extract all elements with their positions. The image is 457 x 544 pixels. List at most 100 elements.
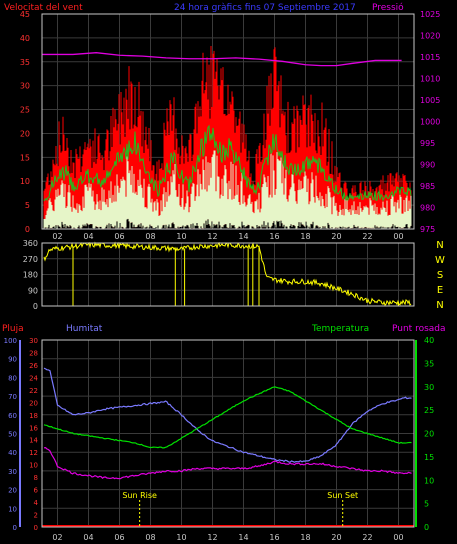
x-tick-label: 06 [114, 232, 124, 241]
dewpoint-line [43, 447, 412, 480]
rain-tick-label: 8 [34, 474, 38, 482]
direction-tick-label: 270 [23, 255, 38, 264]
pressure-line [42, 52, 402, 67]
rain-tick-label: 22 [29, 387, 38, 395]
humidity-tick-label: 20 [8, 487, 17, 495]
compass-label: S [437, 270, 443, 281]
rain-tick-label: 16 [29, 424, 38, 432]
temperature-tick-label: 5 [424, 500, 429, 509]
rain-tick-label: 6 [34, 487, 39, 495]
direction-tick-label: 0 [33, 302, 38, 311]
x-tick-label: 12 [207, 533, 217, 542]
x-tick-label: 22 [362, 533, 372, 542]
humidity-tick-label: 60 [8, 412, 17, 420]
x-tick-label: 10 [176, 232, 186, 241]
rain-tick-label: 0 [34, 524, 38, 532]
x-tick-label: 04 [83, 533, 93, 542]
rain-tick-label: 24 [29, 374, 38, 382]
rain-tick-label: 4 [34, 499, 39, 507]
wind-direction-line [43, 241, 412, 307]
wind-tick-label: 10 [20, 177, 30, 186]
rain-tick-label: 18 [29, 412, 38, 420]
rain-tick-label: 2 [34, 512, 38, 520]
wind-tick-label: 40 [20, 34, 30, 43]
humidity-axis-label: Humitat [66, 324, 103, 334]
temperature-tick-label: 30 [424, 383, 434, 392]
pressure-axis-label: Pressió [372, 2, 404, 13]
wind-tick-label: 30 [20, 82, 30, 91]
dewpoint-axis-label: Punt rosada [392, 324, 446, 334]
wind-tick-label: 25 [20, 106, 30, 115]
temperature-tick-label: 20 [424, 430, 434, 439]
compass-label: N [436, 240, 443, 251]
direction-tick-label: 180 [23, 271, 38, 280]
wind-tick-label: 20 [20, 129, 30, 138]
rain-axis-label: Pluja [2, 324, 24, 334]
temperature-line [43, 386, 412, 449]
temperature-tick-label: 15 [424, 453, 434, 462]
wind-tick-label: 15 [20, 153, 30, 162]
humidity-tick-label: 50 [8, 431, 17, 439]
humidity-tick-label: 0 [13, 524, 17, 532]
humidity-tick-label: 10 [8, 505, 17, 513]
pressure-tick-label: 985 [420, 182, 435, 191]
pressure-tick-label: 1000 [420, 118, 440, 127]
x-tick-label: 10 [176, 533, 186, 542]
rain-tick-label: 10 [29, 462, 38, 470]
humidity-tick-label: 90 [8, 356, 17, 364]
direction-tick-label: 90 [28, 286, 38, 295]
x-tick-label: 08 [145, 533, 155, 542]
rain-tick-label: 14 [29, 437, 38, 445]
x-tick-label: 02 [52, 533, 62, 542]
compass-label: E [437, 285, 443, 296]
x-tick-label: 08 [145, 232, 155, 241]
humidity-tick-label: 40 [8, 449, 17, 457]
x-tick-label: 18 [300, 533, 310, 542]
x-tick-label: 14 [238, 533, 248, 542]
pressure-tick-label: 1020 [420, 32, 440, 41]
rain-tick-label: 20 [29, 399, 38, 407]
pressure-tick-label: 975 [420, 225, 435, 234]
x-tick-label: 12 [207, 232, 217, 241]
wind-average-line [43, 124, 412, 202]
humidity-tick-label: 70 [8, 393, 17, 401]
x-tick-label: 20 [331, 232, 341, 241]
x-tick-label: 02 [52, 232, 62, 241]
x-tick-label: 20 [331, 533, 341, 542]
x-tick-label: 06 [114, 533, 124, 542]
rain-tick-label: 12 [29, 449, 38, 457]
temperature-tick-label: 35 [424, 359, 434, 368]
temp-panel-frame [41, 339, 415, 528]
humidity-tick-label: 100 [4, 337, 17, 345]
x-tick-label: 00 [393, 232, 403, 241]
rain-tick-label: 30 [29, 337, 38, 345]
x-tick-label: 22 [362, 232, 372, 241]
wind-axis-label: Velocitat del vent [4, 3, 83, 13]
chart-title: 24 hora gràfics fins 07 Septiembre 2017 [174, 3, 356, 13]
wind-tick-label: 35 [20, 58, 30, 67]
sunrise-label: Sun Rise [122, 491, 157, 500]
humidity-tick-label: 80 [8, 374, 17, 382]
pressure-tick-label: 1025 [420, 10, 440, 19]
x-tick-label: 04 [83, 232, 93, 241]
pressure-tick-label: 995 [420, 139, 435, 148]
pressure-tick-label: 990 [420, 161, 435, 170]
x-tick-label: 16 [269, 533, 279, 542]
direction-panel-frame [41, 242, 415, 307]
temperature-axis-label: Temperatura [311, 324, 369, 334]
pressure-tick-label: 1015 [420, 53, 440, 62]
pressure-tick-label: 1005 [420, 96, 440, 105]
pressure-tick-label: 980 [420, 204, 435, 213]
wind-tick-label: 45 [20, 10, 30, 19]
temperature-tick-label: 40 [424, 336, 434, 345]
compass-label: W [435, 255, 445, 266]
humidity-tick-label: 30 [8, 468, 17, 476]
temperature-tick-label: 25 [424, 406, 434, 415]
temperature-tick-label: 0 [424, 523, 429, 532]
sunset-label: Sun Set [327, 491, 358, 500]
x-tick-label: 18 [300, 232, 310, 241]
x-tick-label: 16 [269, 232, 279, 241]
wind-tick-label: 0 [25, 225, 30, 234]
x-tick-label: 14 [238, 232, 248, 241]
